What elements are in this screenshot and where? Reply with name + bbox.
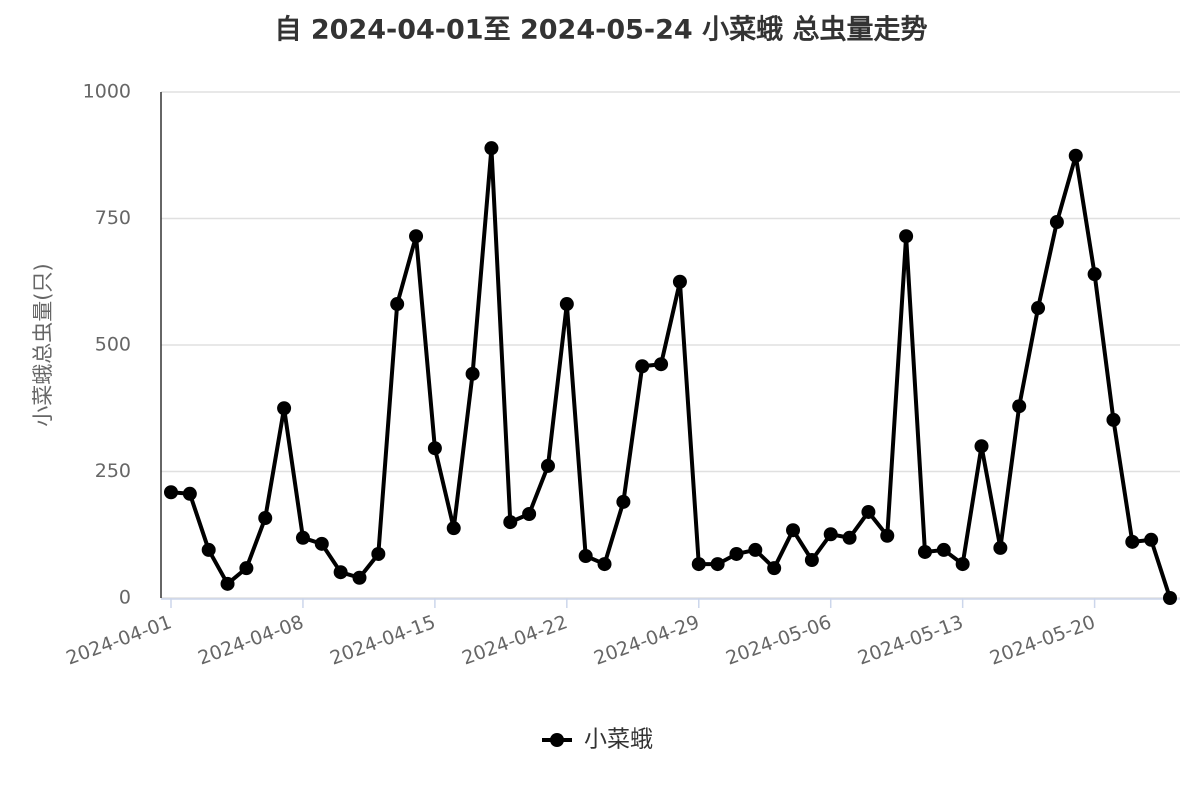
point [540, 458, 555, 473]
point [1106, 412, 1121, 427]
point [484, 141, 499, 156]
point [974, 439, 989, 454]
point [239, 561, 254, 576]
point [314, 536, 329, 551]
point [748, 542, 763, 557]
point [936, 542, 951, 557]
point [691, 557, 706, 572]
point [578, 549, 593, 564]
point [786, 523, 801, 538]
x-tick-label: 2024-05-13 [855, 611, 966, 669]
point [993, 540, 1008, 555]
y-tick-label: 1000 [83, 81, 131, 103]
point [390, 297, 405, 312]
point [277, 401, 292, 416]
point [880, 528, 895, 543]
line [170, 146, 1172, 599]
point [352, 570, 367, 585]
x-tick-label: 2024-04-15 [327, 611, 438, 669]
point [767, 561, 782, 576]
point [559, 297, 574, 312]
point [409, 229, 424, 244]
point [672, 274, 687, 289]
point [842, 530, 857, 545]
point [295, 530, 310, 545]
point [955, 557, 970, 572]
legend-marker [550, 733, 564, 747]
y-tick-label: 750 [95, 207, 131, 229]
point [654, 357, 669, 372]
point [597, 557, 612, 572]
point [1163, 591, 1177, 605]
point [220, 576, 235, 591]
y-axis-label: 小菜蛾总虫量(只) [31, 263, 55, 426]
point [1087, 267, 1102, 282]
point [804, 553, 819, 568]
point [823, 527, 838, 542]
point [465, 366, 480, 381]
point [899, 229, 914, 244]
y-tick-label: 250 [95, 460, 131, 482]
chart-title: 自 2024-04-01至 2024-05-24 小菜蛾 总虫量走势 [274, 14, 927, 46]
point [427, 441, 442, 456]
point [861, 504, 876, 519]
y-tick-label: 0 [119, 587, 131, 609]
point [446, 521, 461, 536]
point [710, 557, 725, 572]
point [635, 359, 650, 374]
point [1012, 399, 1027, 414]
x-tick-label: 2024-04-29 [591, 611, 702, 669]
point [503, 515, 518, 530]
x-tick-label: 2024-04-01 [63, 611, 174, 669]
point [1068, 148, 1083, 163]
point [182, 486, 197, 501]
point [1049, 215, 1064, 230]
point [616, 494, 631, 509]
x-tick-label: 2024-04-08 [195, 611, 306, 669]
point [522, 507, 537, 522]
point [729, 546, 744, 561]
x-tick-label: 2024-05-20 [987, 611, 1098, 669]
point [371, 546, 386, 561]
point [917, 544, 932, 559]
point [333, 565, 348, 580]
point [201, 542, 216, 557]
point [1031, 301, 1046, 316]
point [1144, 532, 1159, 547]
point [1125, 534, 1140, 549]
x-tick-label: 2024-05-06 [723, 611, 834, 669]
y-tick-label: 500 [95, 334, 131, 356]
point [164, 485, 178, 500]
legend-label: 小菜蛾 [584, 727, 653, 753]
x-tick-label: 2024-04-22 [459, 611, 570, 669]
point [258, 511, 273, 526]
